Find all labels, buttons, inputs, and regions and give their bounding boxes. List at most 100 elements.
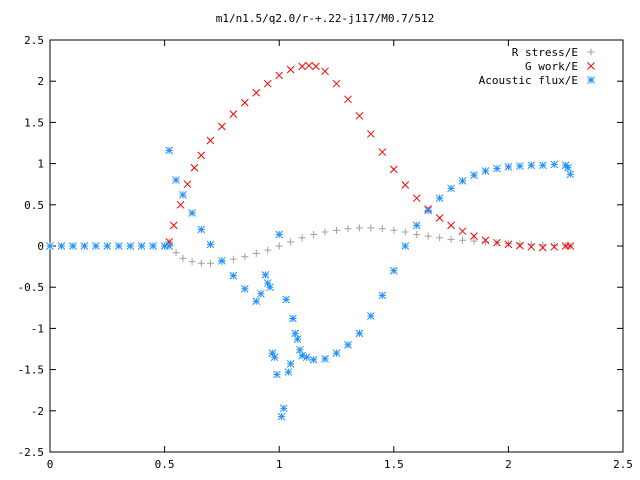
data-point (257, 289, 265, 298)
data-point (126, 242, 135, 250)
data-point (550, 242, 559, 251)
data-point (261, 270, 270, 279)
data-point (481, 167, 490, 175)
data-point (302, 353, 311, 362)
data-point (91, 242, 100, 250)
data-point (412, 221, 421, 230)
data-point (282, 295, 290, 304)
data-point (367, 130, 375, 138)
data-point (310, 230, 318, 238)
data-point (165, 146, 174, 155)
data-point (179, 191, 187, 199)
data-point (390, 226, 398, 234)
data-point (389, 266, 398, 275)
y-tick-label: -1.5 (18, 364, 45, 377)
data-point (252, 249, 260, 257)
data-point (436, 234, 444, 242)
data-point (137, 242, 146, 250)
series-1 (165, 61, 575, 252)
data-point (312, 62, 320, 71)
data-point (458, 227, 467, 236)
data-point (183, 180, 192, 189)
data-point (344, 225, 352, 233)
data-point (516, 241, 524, 250)
data-point (298, 62, 306, 71)
data-point (355, 329, 364, 338)
data-point (470, 232, 478, 240)
y-tick-label: 2 (37, 75, 44, 88)
data-point (264, 246, 272, 254)
chart-title: m1/n1.5/q2.0/r-+.22-j117/M0.7/512 (216, 12, 435, 25)
data-point (538, 243, 547, 252)
data-point (333, 226, 340, 234)
data-point (401, 242, 410, 250)
data-point (458, 177, 467, 185)
x-tick-label: 2.5 (613, 458, 633, 471)
data-point (114, 242, 123, 250)
data-point (367, 312, 375, 320)
y-tick-label: 0 (37, 240, 44, 253)
data-point (286, 359, 295, 368)
data-point (344, 341, 352, 349)
legend-marker (587, 62, 595, 70)
data-point (298, 234, 306, 242)
data-point (289, 314, 297, 323)
data-point (470, 237, 478, 245)
data-point (80, 242, 89, 250)
data-point (447, 235, 455, 243)
data-point (564, 163, 572, 172)
data-point (435, 194, 444, 203)
data-point (275, 71, 284, 80)
data-point (273, 370, 281, 379)
data-point (332, 79, 341, 88)
legend-marker (587, 48, 595, 56)
data-point (413, 230, 421, 238)
data-point (493, 164, 501, 173)
data-point (389, 165, 398, 174)
data-point (176, 200, 185, 209)
data-point (332, 349, 341, 357)
data-point (240, 284, 249, 293)
data-point (550, 241, 558, 249)
data-point (275, 242, 283, 250)
data-point (481, 238, 489, 246)
legend-label: G work/E (525, 60, 578, 73)
data-point (275, 230, 284, 239)
data-point (179, 254, 187, 262)
data-point (401, 228, 409, 236)
data-point (504, 240, 512, 248)
data-point (447, 221, 455, 230)
data-point (229, 110, 238, 119)
series-layer (46, 61, 575, 421)
legend-label: R stress/E (512, 46, 578, 59)
data-point (103, 242, 112, 250)
ticks-layer: 0 0.5 1 1.5 2 2.5 2.5 2 1.5 1 0.5 0 -0.5 -1 -1.5 -2 -2.5 (18, 34, 633, 471)
data-point (197, 259, 205, 267)
y-tick-label: -0.5 (18, 281, 45, 294)
data-point (57, 242, 66, 250)
plot-frame (49, 39, 624, 453)
legend-marker (587, 76, 595, 84)
data-point (447, 184, 455, 193)
data-point (263, 79, 272, 88)
series-0 (165, 224, 574, 267)
data-point (190, 163, 199, 172)
data-point (266, 283, 274, 292)
x-tick-label: 0 (47, 458, 54, 471)
data-point (172, 176, 180, 184)
y-tick-label: 1 (37, 158, 44, 171)
data-point (206, 240, 215, 249)
series-2 (46, 146, 575, 421)
data-point (197, 225, 206, 234)
data-point (149, 242, 157, 250)
data-point (46, 242, 54, 250)
data-point (550, 160, 559, 169)
data-point (401, 181, 410, 189)
data-point (344, 95, 352, 104)
data-point (493, 238, 501, 247)
data-point (229, 271, 238, 280)
data-point (527, 161, 536, 170)
data-point (424, 232, 432, 240)
data-point (206, 259, 214, 267)
